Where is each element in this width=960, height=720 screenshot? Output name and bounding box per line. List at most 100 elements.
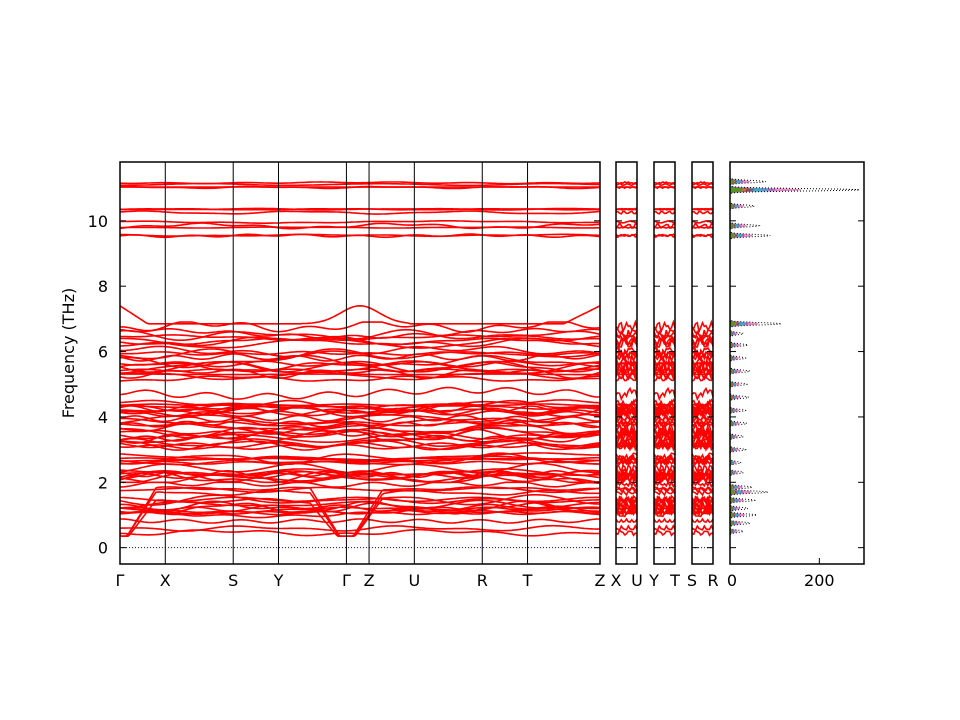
band-line [616,494,637,508]
y-tick-label: 4 [98,408,108,427]
band-line [654,503,675,513]
band-line [616,370,637,381]
band-line [616,426,637,440]
band-line [616,510,637,515]
k-point-label: S [687,571,697,590]
band-line [120,399,600,412]
band-line [120,210,600,215]
band-line [692,510,713,515]
band-line [120,233,600,239]
band-line [692,426,713,440]
dos-x-tick-label: 200 [804,571,835,590]
band-line [654,438,675,452]
band-line [692,457,713,462]
band-line [616,413,637,426]
band-line [616,460,637,466]
band-line [120,304,600,325]
band-line [616,221,637,230]
band-line [616,462,637,476]
k-point-label: U [408,571,420,590]
y-axis-label: Frequency (THz) [59,288,78,418]
band-line [654,457,675,462]
band-line [692,517,713,524]
band-line [616,503,637,513]
band-line [120,426,600,439]
band-line [120,399,600,410]
band-line [654,347,675,362]
y-tick-label: 2 [98,473,108,492]
k-point-label: T [522,571,533,590]
band-line [120,371,600,381]
band-line [692,485,713,494]
band-line [616,360,637,367]
band-line [120,510,600,516]
band-line [692,443,713,451]
band-line [120,452,600,464]
dos-frame [729,161,865,565]
panel-frame-s-r [691,161,714,565]
band-line [692,334,713,342]
band-lines-x-u [616,180,637,549]
k-point-label: Y [273,571,284,590]
band-line [692,506,713,518]
band-line [120,452,600,465]
band-line [616,207,637,211]
band-line [692,386,713,402]
band-line [120,368,600,380]
band-line [120,443,600,451]
band-line [120,222,600,230]
band-line [692,528,713,537]
band-line [654,486,675,492]
band-line [616,468,637,485]
band-line [692,438,713,452]
band-line [120,528,600,537]
band-line [654,221,675,230]
band-line [654,494,675,508]
k-point-label: R [477,571,488,590]
band-line [616,210,637,215]
band-line [616,386,637,402]
band-line [120,373,600,376]
band-line [120,486,600,537]
band-line [616,489,637,497]
k-point-label: U [631,571,643,590]
band-line [120,354,600,369]
band-line [692,489,713,497]
k-point-label: Y [648,571,659,590]
band-line [692,494,713,508]
band-line [120,417,600,431]
band-line [616,485,637,494]
band-line [616,403,637,407]
band-line [654,334,675,342]
band-line [120,403,600,407]
band-line [654,510,675,515]
band-line [120,413,600,425]
panel-frame-x-u [615,161,638,565]
band-line [616,506,637,518]
band-line [654,453,675,467]
band-line [120,386,600,400]
band-line [654,460,675,466]
k-point-label: Z [364,571,375,590]
band-line [692,503,713,513]
band-line [120,421,600,427]
band-line [120,409,600,418]
band-line [120,470,600,484]
band-line [120,428,600,445]
k-point-label: R [707,571,718,590]
band-line [120,496,600,503]
band-line [654,403,675,407]
band-line [654,528,675,537]
band-line [654,462,675,476]
y-tick-label: 6 [98,343,108,362]
band-line [692,221,713,230]
band-line [616,528,637,537]
y-tick-label: 0 [98,539,108,558]
band-line [120,494,600,506]
band-line [120,407,600,415]
band-line [120,503,600,513]
